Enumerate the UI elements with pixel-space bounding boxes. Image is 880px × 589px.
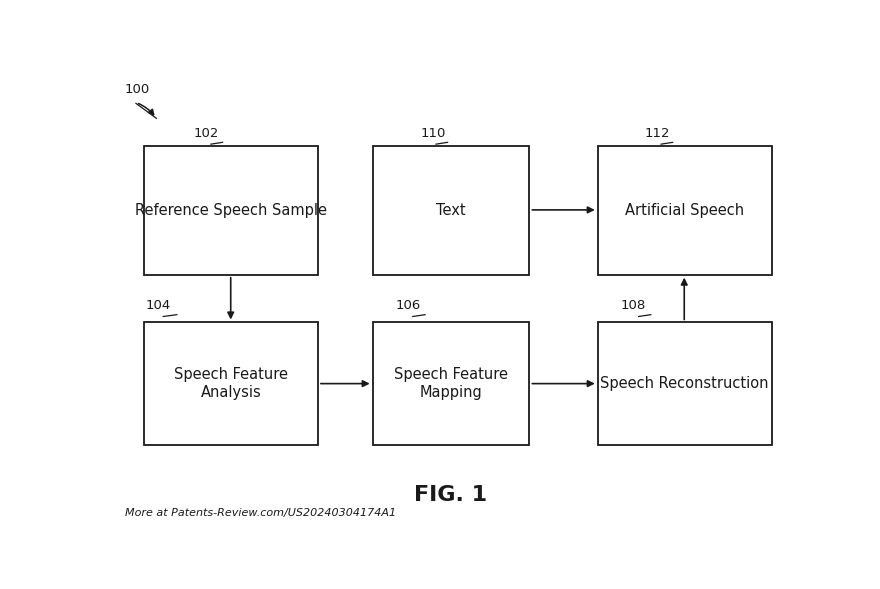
Text: 106: 106	[395, 299, 421, 312]
Text: 100: 100	[125, 82, 150, 95]
Bar	[144, 145, 318, 274]
Text: More at Patents-Review.com/US20240304174A1: More at Patents-Review.com/US20240304174…	[125, 508, 396, 518]
Text: Speech Reconstruction: Speech Reconstruction	[600, 376, 769, 391]
Text: 108: 108	[620, 299, 645, 312]
Bar	[598, 145, 772, 274]
Text: FIG. 1: FIG. 1	[414, 485, 488, 505]
Text: 102: 102	[194, 127, 219, 140]
Text: Artificial Speech: Artificial Speech	[625, 203, 744, 218]
Bar	[144, 322, 318, 445]
Text: 110: 110	[421, 127, 445, 140]
Text: Text: Text	[436, 203, 466, 218]
Text: 104: 104	[145, 299, 171, 312]
Text: 112: 112	[645, 127, 671, 140]
Text: Reference Speech Sample: Reference Speech Sample	[135, 203, 327, 218]
Bar	[372, 145, 530, 274]
Bar	[598, 322, 772, 445]
Bar	[372, 322, 530, 445]
Text: Speech Feature
Mapping: Speech Feature Mapping	[394, 368, 508, 400]
Text: Speech Feature
Analysis: Speech Feature Analysis	[174, 368, 288, 400]
